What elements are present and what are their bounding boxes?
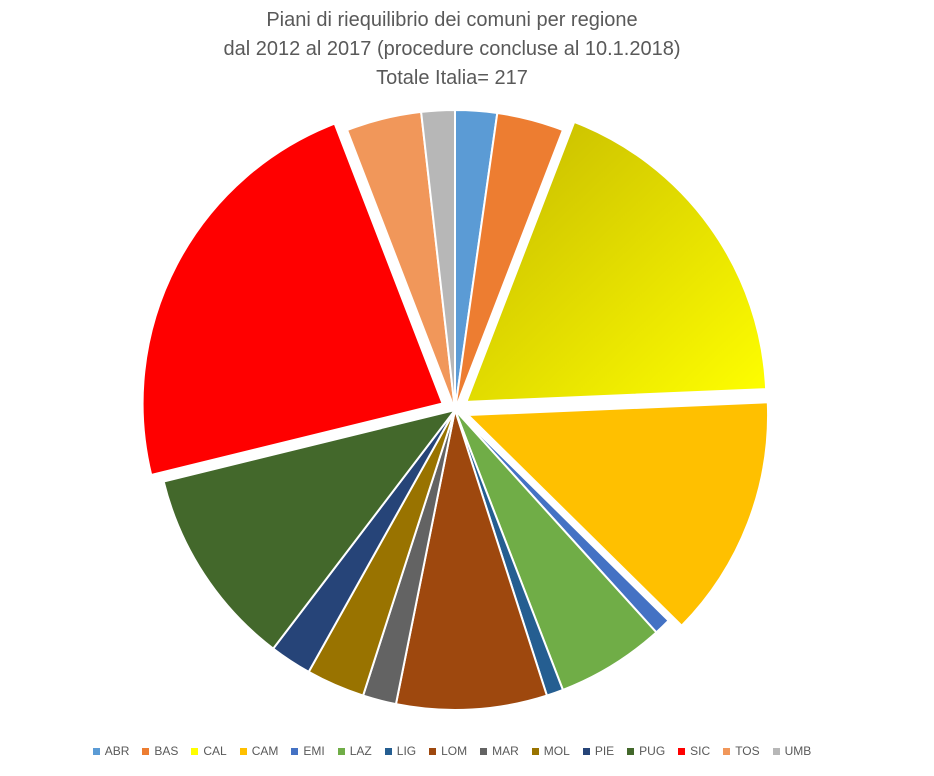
legend-swatch-pie bbox=[582, 747, 590, 755]
pie-slice-bas bbox=[454, 111, 565, 411]
legend-label-bas: BAS bbox=[154, 744, 179, 758]
pie-slice-cam bbox=[465, 401, 770, 628]
legend-item-sic: SIC bbox=[678, 744, 710, 758]
pie-slice-sic bbox=[141, 122, 444, 477]
legend-label-pug: PUG bbox=[639, 744, 666, 758]
legend-swatch-pug bbox=[627, 747, 635, 755]
legend-swatch-bas bbox=[142, 747, 150, 755]
legend-item-mar: MAR bbox=[480, 744, 519, 758]
legend-label-laz: LAZ bbox=[349, 744, 372, 758]
legend-item-umb: UMB bbox=[772, 744, 812, 758]
legend-label-cal: CAL bbox=[203, 744, 227, 758]
chart-title-line-2: dal 2012 al 2017 (procedure concluse al … bbox=[223, 38, 681, 60]
legend-swatch-lom bbox=[429, 747, 437, 755]
pie-slices bbox=[141, 108, 770, 711]
pie-slice-umb bbox=[420, 108, 456, 411]
chart-title: Piani di riequilibrio dei comuni per reg… bbox=[0, 6, 904, 93]
legend-label-abr: ABR bbox=[104, 744, 130, 758]
pie-slice-cal bbox=[464, 120, 768, 403]
legend-label-mar: MAR bbox=[492, 744, 519, 758]
chart-title-line-1: Piani di riequilibrio dei comuni per reg… bbox=[266, 9, 638, 31]
legend-swatch-cal bbox=[191, 747, 199, 755]
legend-swatch-mol bbox=[531, 747, 539, 755]
legend-item-tos: TOS bbox=[723, 744, 760, 758]
legend-label-lig: LIG bbox=[396, 744, 417, 758]
legend-label-tos: TOS bbox=[735, 744, 760, 758]
pie-slice-lom bbox=[394, 406, 549, 711]
legend-swatch-cam bbox=[239, 747, 247, 755]
legend-label-cam: CAM bbox=[251, 744, 279, 758]
legend-swatch-laz bbox=[337, 747, 345, 755]
legend-item-cam: CAM bbox=[239, 744, 279, 758]
legend-swatch-umb bbox=[772, 747, 780, 755]
legend-label-lom: LOM bbox=[441, 744, 468, 758]
legend-label-pie: PIE bbox=[594, 744, 615, 758]
legend-item-mol: MOL bbox=[531, 744, 570, 758]
legend-label-umb: UMB bbox=[784, 744, 812, 758]
chart-title-line-3: Totale Italia= 217 bbox=[376, 67, 528, 89]
pie-slice-pug bbox=[162, 408, 458, 651]
legend-label-sic: SIC bbox=[690, 744, 711, 758]
legend-swatch-tos bbox=[723, 747, 731, 755]
legend-item-emi: EMI bbox=[291, 744, 325, 758]
legend-label-emi: EMI bbox=[303, 744, 325, 758]
legend: ABR BAS CAL CAM EMI LAZ LIG LOM MAR MOL PIE PUG SIC T… bbox=[0, 744, 904, 758]
legend-item-lom: LOM bbox=[429, 744, 467, 758]
legend-item-laz: LAZ bbox=[337, 744, 372, 758]
legend-item-bas: BAS bbox=[142, 744, 178, 758]
legend-swatch-mar bbox=[480, 747, 488, 755]
legend-item-lig: LIG bbox=[384, 744, 417, 758]
legend-swatch-abr bbox=[92, 747, 100, 755]
legend-swatch-sic bbox=[678, 747, 686, 755]
legend-label-mol: MOL bbox=[543, 744, 570, 758]
legend-item-abr: ABR bbox=[92, 744, 130, 758]
legend-swatch-lig bbox=[384, 747, 392, 755]
legend-item-pie: PIE bbox=[582, 744, 615, 758]
legend-item-cal: CAL bbox=[191, 744, 227, 758]
legend-swatch-emi bbox=[291, 747, 299, 755]
legend-item-pug: PUG bbox=[627, 744, 665, 758]
